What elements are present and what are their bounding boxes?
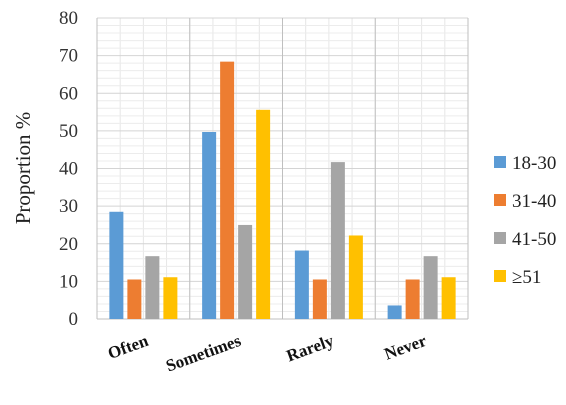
y-tick-label: 20 bbox=[59, 234, 78, 255]
legend-label: ≥51 bbox=[512, 267, 541, 288]
legend-swatch bbox=[494, 156, 506, 168]
bars bbox=[109, 61, 456, 320]
x-category-label: Rarely bbox=[284, 331, 337, 366]
bar-never-3 bbox=[441, 277, 456, 319]
x-category-label: Sometimes bbox=[163, 331, 244, 376]
bar-often-0 bbox=[109, 211, 124, 319]
y-tick-label: 60 bbox=[59, 83, 78, 104]
y-tick-label: 10 bbox=[59, 271, 78, 292]
x-category-label: Never bbox=[382, 331, 430, 364]
bar-sometimes-0 bbox=[202, 132, 217, 319]
x-category-label: Often bbox=[105, 331, 151, 363]
bar-never-2 bbox=[423, 256, 438, 319]
y-axis-label: Proportion % bbox=[11, 112, 35, 225]
bar-rarely-0 bbox=[294, 250, 309, 319]
y-tick-label: 40 bbox=[59, 159, 78, 180]
y-tick-label: 70 bbox=[59, 46, 78, 67]
x-axis-categories: Often Sometimes Rarely Never bbox=[105, 331, 429, 376]
y-tick-label: 50 bbox=[59, 121, 78, 142]
bar-never-0 bbox=[387, 305, 402, 319]
legend-label: 31-40 bbox=[512, 191, 556, 212]
legend-swatch bbox=[494, 270, 506, 282]
bar-never-1 bbox=[405, 279, 420, 319]
legend-label: 18-30 bbox=[512, 153, 556, 174]
bar-often-2 bbox=[145, 256, 160, 319]
bar-sometimes-1 bbox=[220, 61, 235, 320]
bar-often-1 bbox=[127, 279, 142, 319]
y-tick-label: 30 bbox=[59, 196, 78, 217]
bar-sometimes-3 bbox=[256, 109, 271, 320]
legend-label: 41-50 bbox=[512, 229, 556, 250]
y-tick-label: 80 bbox=[59, 8, 78, 29]
legend-swatch bbox=[494, 232, 506, 244]
y-axis-ticks: 0 10 20 30 40 50 60 70 80 bbox=[59, 8, 78, 330]
bar-sometimes-2 bbox=[238, 224, 253, 319]
legend: 18-30 31-40 41-50 ≥51 bbox=[494, 153, 556, 288]
bar-rarely-3 bbox=[348, 235, 363, 319]
legend-swatch bbox=[494, 194, 506, 206]
y-tick-label: 0 bbox=[69, 309, 79, 330]
bar-rarely-2 bbox=[330, 162, 345, 319]
bar-rarely-1 bbox=[312, 279, 327, 319]
bar-often-3 bbox=[163, 277, 178, 319]
